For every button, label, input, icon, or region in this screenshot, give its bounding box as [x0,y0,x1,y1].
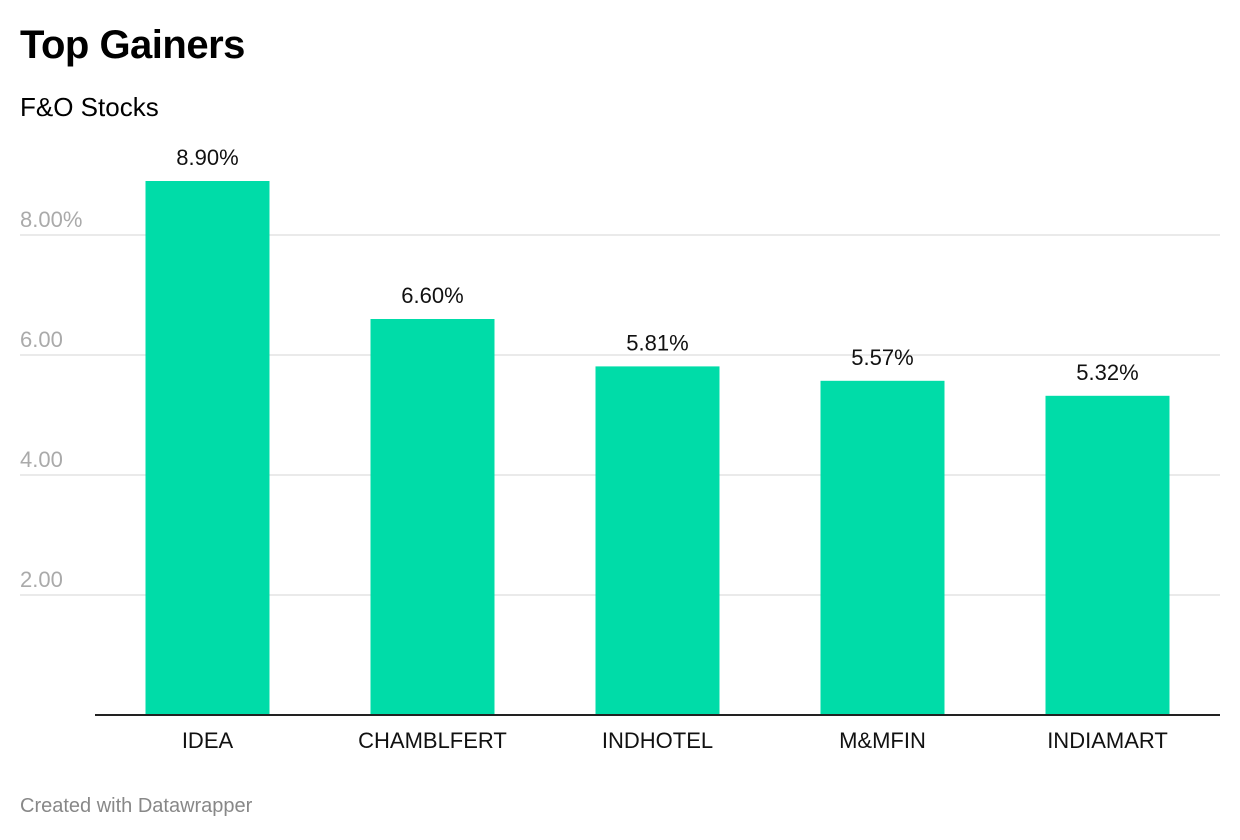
y-tick-label: 4.00 [20,447,63,472]
value-label: 5.81% [626,330,688,355]
value-label: 5.32% [1076,360,1138,385]
bar [370,319,495,715]
value-label: 5.57% [851,345,913,370]
bar [1045,395,1170,715]
bar [820,380,945,715]
value-label: 8.90% [176,145,238,170]
value-label: 6.60% [401,283,463,308]
chart-title: Top Gainers [20,23,245,67]
footer-credit: Created with Datawrapper [20,795,253,817]
labels: 8.90% IDEA 6.60% CHAMBLFERT 5.81% INDHOTEL 5.5… [176,145,1168,753]
category-label: CHAMBLFERT [358,728,507,753]
bar [145,181,270,715]
category-label: M&MFIN [839,728,926,753]
category-label: IDEA [182,728,234,753]
y-tick-label: 2.00 [20,567,63,592]
bar [595,366,720,715]
chart-subtitle: F&O Stocks [20,92,159,122]
y-tick-label: 6.00 [20,327,63,352]
category-label: INDIAMART [1047,728,1168,753]
category-label: INDHOTEL [602,728,713,753]
bars [145,181,1170,715]
y-tick-label: 8.00% [20,207,82,232]
